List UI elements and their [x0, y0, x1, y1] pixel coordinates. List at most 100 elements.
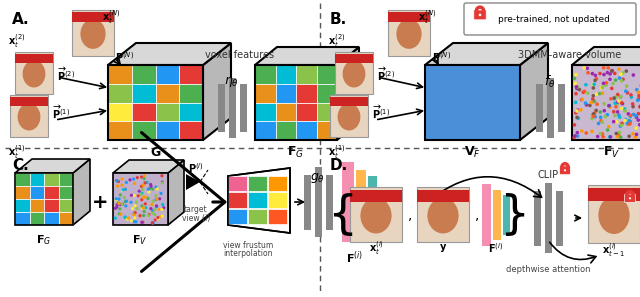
- Circle shape: [155, 204, 158, 208]
- Circle shape: [627, 123, 630, 126]
- Circle shape: [142, 195, 145, 199]
- Circle shape: [160, 208, 163, 211]
- Bar: [572, 65, 640, 140]
- Circle shape: [574, 92, 578, 96]
- Bar: [342, 162, 354, 242]
- Polygon shape: [73, 159, 90, 225]
- Text: $\mathbf{F}_G$: $\mathbf{F}_G$: [287, 144, 305, 159]
- Circle shape: [637, 90, 640, 94]
- Circle shape: [635, 133, 638, 136]
- Bar: [248, 176, 267, 191]
- Polygon shape: [572, 47, 640, 65]
- Circle shape: [118, 203, 122, 206]
- Circle shape: [602, 73, 606, 76]
- Circle shape: [612, 96, 616, 100]
- Circle shape: [584, 83, 588, 86]
- Circle shape: [143, 177, 146, 180]
- Circle shape: [123, 196, 126, 199]
- Text: $\mathbf{x}_{t}^{(1)}$: $\mathbf{x}_{t}^{(1)}$: [8, 143, 26, 161]
- Text: +: +: [92, 192, 108, 211]
- Bar: [248, 192, 267, 208]
- Circle shape: [634, 135, 637, 139]
- Circle shape: [115, 197, 118, 200]
- Circle shape: [607, 125, 611, 129]
- Circle shape: [598, 72, 602, 75]
- Circle shape: [624, 118, 627, 121]
- Circle shape: [118, 193, 122, 197]
- Circle shape: [130, 194, 133, 197]
- Text: target: target: [184, 206, 208, 214]
- Bar: [296, 102, 317, 121]
- Circle shape: [577, 116, 580, 120]
- Circle shape: [595, 77, 598, 80]
- Circle shape: [574, 111, 578, 115]
- Circle shape: [614, 105, 618, 109]
- Circle shape: [609, 105, 612, 109]
- Text: view (i): view (i): [182, 214, 210, 222]
- Circle shape: [595, 102, 599, 106]
- Bar: [156, 65, 179, 84]
- Circle shape: [612, 110, 616, 113]
- Circle shape: [120, 184, 124, 187]
- Bar: [330, 95, 368, 137]
- Circle shape: [132, 220, 136, 223]
- Circle shape: [131, 207, 134, 210]
- Text: $\mathbf{P}^{(N)}$: $\mathbf{P}^{(N)}$: [432, 50, 451, 64]
- Circle shape: [141, 188, 144, 191]
- Bar: [58, 186, 73, 199]
- Circle shape: [605, 81, 608, 85]
- Bar: [255, 65, 275, 84]
- Circle shape: [598, 92, 602, 95]
- Circle shape: [605, 128, 609, 132]
- Polygon shape: [520, 43, 548, 140]
- Circle shape: [591, 97, 595, 101]
- Circle shape: [637, 112, 640, 116]
- Circle shape: [152, 200, 155, 203]
- Circle shape: [124, 216, 127, 219]
- Circle shape: [616, 102, 619, 106]
- Circle shape: [132, 212, 136, 215]
- Circle shape: [593, 115, 597, 119]
- FancyArrowPatch shape: [432, 177, 541, 198]
- Bar: [228, 209, 247, 224]
- Bar: [503, 195, 510, 235]
- Bar: [15, 173, 29, 186]
- Text: {: {: [327, 192, 357, 238]
- Text: $\eta_\theta$: $\eta_\theta$: [225, 75, 239, 89]
- Circle shape: [607, 66, 610, 70]
- Text: pre-trained, not updated: pre-trained, not updated: [498, 15, 610, 23]
- Circle shape: [596, 122, 600, 125]
- Circle shape: [154, 198, 157, 201]
- Bar: [588, 188, 640, 201]
- Circle shape: [158, 197, 161, 200]
- Circle shape: [620, 122, 624, 125]
- Bar: [108, 121, 132, 140]
- Bar: [255, 84, 275, 102]
- Circle shape: [629, 93, 633, 97]
- Circle shape: [575, 87, 579, 90]
- Circle shape: [614, 95, 618, 99]
- Circle shape: [161, 181, 164, 184]
- Circle shape: [142, 214, 145, 217]
- Circle shape: [578, 88, 581, 91]
- Circle shape: [574, 73, 578, 76]
- Text: 3DMM-aware volume: 3DMM-aware volume: [518, 50, 621, 60]
- Bar: [132, 65, 156, 84]
- Circle shape: [150, 203, 154, 206]
- Circle shape: [609, 97, 612, 101]
- Bar: [15, 199, 29, 212]
- Circle shape: [625, 69, 628, 73]
- Circle shape: [614, 132, 618, 135]
- Circle shape: [153, 213, 156, 216]
- Circle shape: [118, 202, 121, 205]
- Bar: [58, 173, 73, 186]
- Circle shape: [133, 216, 136, 219]
- Circle shape: [582, 66, 586, 70]
- Text: ,: ,: [408, 208, 412, 222]
- Ellipse shape: [598, 196, 630, 234]
- Circle shape: [635, 88, 639, 91]
- Circle shape: [612, 120, 616, 124]
- Bar: [218, 84, 225, 132]
- Circle shape: [610, 86, 614, 90]
- Circle shape: [616, 135, 620, 138]
